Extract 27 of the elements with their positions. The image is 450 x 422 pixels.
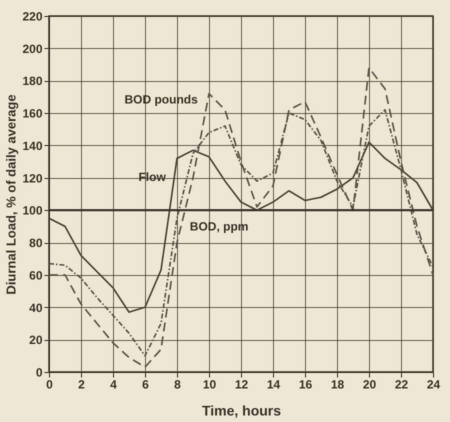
y-tick-label: 140: [22, 138, 43, 153]
x-tick-label: 18: [330, 378, 344, 392]
x-tick-label: 22: [394, 378, 408, 392]
x-tick-label: 12: [234, 378, 248, 392]
y-tick-label: 160: [22, 106, 43, 121]
y-tick-label: 100: [22, 204, 43, 218]
x-axis-title: Time, hours: [202, 402, 282, 418]
y-tick-label: 200: [22, 42, 43, 56]
y-tick-label: 220: [22, 10, 43, 24]
x-tick-label: 14: [266, 378, 280, 392]
x-tick-label: 6: [142, 378, 150, 392]
x-tick-label: 20: [362, 378, 376, 392]
y-tick-label: 40: [29, 300, 43, 315]
x-tick-label: 2: [78, 378, 86, 392]
x-tick-label: 0: [46, 378, 54, 392]
y-tick-label: 20: [29, 333, 43, 348]
y-tick-label: 60: [29, 268, 43, 282]
y-axis-title: Diurnal Load, % of daily average: [3, 94, 18, 295]
x-tick-label: 24: [426, 378, 440, 392]
y-tick-label: 120: [22, 171, 43, 186]
x-tick-label: 10: [202, 378, 216, 392]
x-tick-label: 16: [298, 378, 312, 392]
y-tick-label: 80: [29, 236, 43, 250]
x-tick-label: 8: [174, 378, 182, 392]
x-tick-label: 4: [110, 378, 118, 392]
y-tick-label: 180: [22, 74, 43, 88]
y-tick-label: 0: [36, 366, 43, 380]
